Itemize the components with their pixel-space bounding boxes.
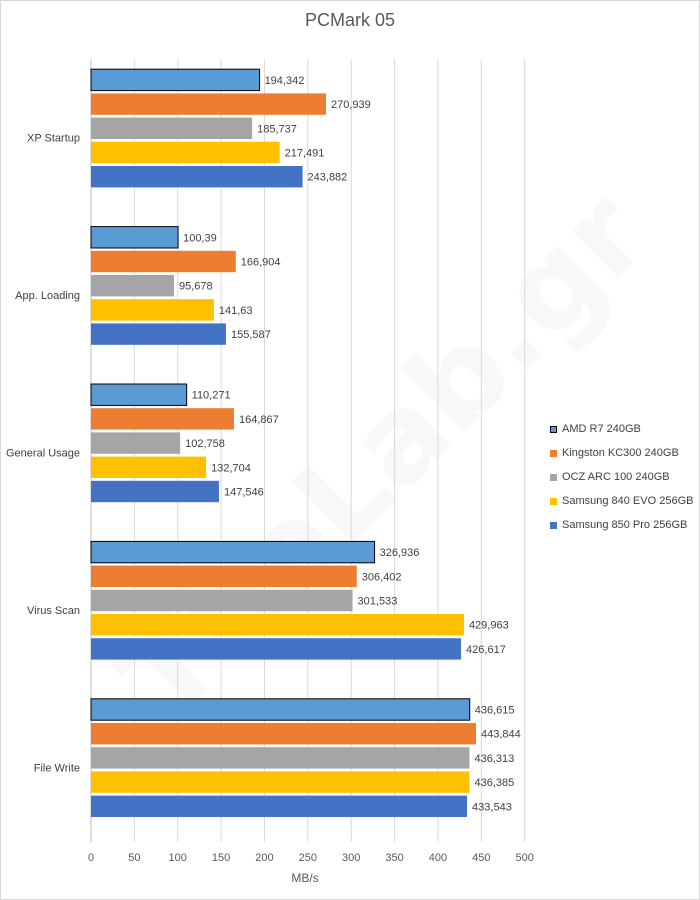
x-tick-label: 250 [299,852,317,864]
data-label: 436,313 [474,753,514,765]
chart-title: PCMark 05 [304,10,396,30]
data-label: 429,963 [469,620,509,632]
category-label: General Usage [6,448,80,460]
legend-label: Kingston KC300 240GB [562,447,679,459]
data-label: 147,546 [224,487,264,499]
x-tick-label: 150 [212,852,230,864]
data-label: 426,617 [466,644,506,656]
bar [91,795,468,817]
data-label: 443,844 [481,729,521,741]
bar [91,723,476,745]
bar [91,771,470,793]
bar [91,275,174,297]
x-tick-label: 300 [342,852,360,864]
category-label: Virus Scan [27,605,80,617]
legend-swatch [550,473,557,481]
data-label: 433,543 [472,801,512,813]
data-label: 217,491 [285,148,325,160]
x-tick-label: 400 [429,852,447,864]
data-label: 164,867 [239,414,279,426]
bar [91,456,207,478]
data-label: 326,936 [380,547,420,559]
data-label: 185,737 [257,123,297,135]
data-label: 306,402 [362,571,402,583]
bar [91,589,353,612]
legend-label: Samsung 850 Pro 256GB [562,519,688,531]
data-label: 436,615 [475,705,515,717]
legend: AMD R7 240GB Kingston KC300 240GB OCZ ARC … [550,417,693,537]
data-label: 270,939 [331,99,371,111]
bar [91,250,236,273]
bar [91,117,253,139]
legend-item: OCZ ARC 100 240GB [550,465,693,489]
bar [91,141,280,164]
data-label: 243,882 [308,172,348,184]
data-label: 110,271 [192,390,231,402]
legend-swatch [550,497,557,505]
bar [91,565,357,587]
category-label: XP Startup [27,133,80,145]
category-label: File Write [34,762,80,774]
bar [90,68,261,92]
x-tick-label: 200 [255,852,273,864]
bar [91,166,303,188]
legend-label: AMD R7 240GB [562,423,641,435]
legend-swatch [550,425,557,433]
bar [91,432,181,454]
bar [91,638,462,660]
data-label: 166,904 [241,257,281,269]
x-tick-label: 0 [88,852,94,864]
data-label: 100,39 [183,232,217,244]
legend-item: AMD R7 240GB [550,417,693,441]
bar [90,226,179,249]
legend-item: Samsung 840 EVO 256GB [550,489,693,513]
legend-label: OCZ ARC 100 240GB [562,471,670,483]
data-label: 436,385 [475,777,515,789]
data-label: 95,678 [179,281,213,293]
bar [90,383,188,406]
bar [91,408,235,430]
x-tick-label: 500 [516,852,534,864]
legend-item: Kingston KC300 240GB [550,441,693,465]
category-label: App. Loading [15,290,80,302]
bar [90,540,376,564]
x-tick-label: 350 [385,852,403,864]
data-label: 194,342 [265,75,305,87]
legend-swatch [550,521,557,529]
data-label: 155,587 [231,329,271,341]
legend-label: Samsung 840 EVO 256GB [562,495,694,507]
bar [91,93,327,115]
data-label: 102,758 [185,438,225,450]
legend-item: Samsung 850 Pro 256GB [550,513,693,537]
bar [91,614,464,636]
bar [91,299,214,321]
bar [91,480,219,503]
bar [90,698,471,721]
bar [91,747,470,769]
x-tick-label: 50 [128,852,140,864]
bar [91,323,226,345]
x-tick-label: 100 [169,852,187,864]
legend-swatch [550,449,557,457]
x-axis-title: MB/s [291,871,318,885]
data-label: 301,533 [358,596,398,608]
x-tick-label: 450 [472,852,490,864]
data-label: 141,63 [219,305,253,317]
data-label: 132,704 [211,462,251,474]
